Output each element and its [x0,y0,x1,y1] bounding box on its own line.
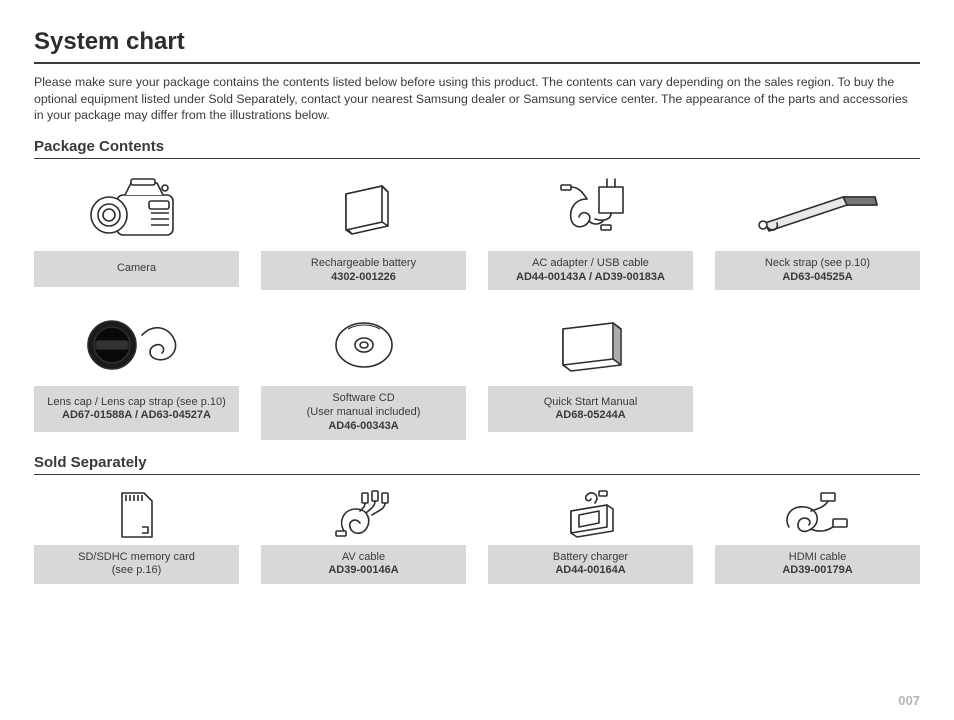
lens-cap-icon [82,304,192,386]
item-sd-card: SD/SDHC memory card (see p.16) [34,485,239,585]
item-hdmi-cable: HDMI cable AD39-00179A [715,485,920,585]
item-name-line2: (see p.16) [112,564,162,578]
av-cable-icon [324,485,404,545]
item-label: Rechargeable battery 4302-001226 [261,251,466,291]
item-name: Battery charger [553,551,628,565]
item-name: AC adapter / USB cable [532,257,649,271]
item-part: AD44-00164A [555,564,625,578]
item-camera: Camera [34,169,239,291]
item-battery: Rechargeable battery 4302-001226 [261,169,466,291]
item-ac-adapter: AC adapter / USB cable AD44-00143A / AD3… [488,169,693,291]
item-quick-start-manual: Quick Start Manual AD68-05244A [488,304,693,439]
package-contents-grid: Camera Rechargeable battery 4302-001226 [34,169,920,440]
item-label: Neck strap (see p.10) AD63-04525A [715,251,920,291]
item-part: AD68-05244A [555,409,625,423]
item-part: AD46-00343A [328,420,398,434]
item-part: AD63-04525A [782,271,852,285]
intro-text: Please make sure your package contains t… [34,74,920,124]
item-neck-strap: Neck strap (see p.10) AD63-04525A [715,169,920,291]
item-name: AV cable [342,551,385,565]
item-label: Software CD (User manual included) AD46-… [261,386,466,439]
item-label: Lens cap / Lens cap strap (see p.10) AD6… [34,386,239,432]
item-label: Quick Start Manual AD68-05244A [488,386,693,432]
battery-charger-icon [551,485,631,545]
item-name-line1: SD/SDHC memory card [78,551,195,565]
item-part: AD67-01588A / AD63-04527A [62,409,211,423]
manual-icon [551,304,631,386]
item-label: Battery charger AD44-00164A [488,545,693,585]
item-part: AD44-00143A / AD39-00183A [516,271,665,285]
item-name: HDMI cable [789,551,846,565]
item-av-cable: AV cable AD39-00146A [261,485,466,585]
item-name-line2: (User manual included) [307,406,421,420]
item-name: Camera [117,262,156,276]
item-part: AD39-00179A [782,564,852,578]
item-label: SD/SDHC memory card (see p.16) [34,545,239,585]
item-name: Neck strap (see p.10) [765,257,870,271]
sold-separately-grid: SD/SDHC memory card (see p.16) AV cabl [34,485,920,585]
item-label: HDMI cable AD39-00179A [715,545,920,585]
item-name-line1: Software CD [332,392,394,406]
item-name: Rechargeable battery [311,257,416,271]
item-part: 4302-001226 [331,271,396,285]
item-software-cd: Software CD (User manual included) AD46-… [261,304,466,439]
item-lens-cap: Lens cap / Lens cap strap (see p.10) AD6… [34,304,239,439]
sd-card-icon [112,485,162,545]
neck-strap-icon [753,169,883,251]
hdmi-cable-icon [773,485,863,545]
item-name: Quick Start Manual [544,396,638,410]
page-title: System chart [34,28,920,64]
camera-icon [87,169,187,251]
ac-adapter-icon [541,169,641,251]
battery-icon [332,169,396,251]
item-label: AV cable AD39-00146A [261,545,466,585]
item-part: AD39-00146A [328,564,398,578]
package-contents-heading: Package Contents [34,138,920,159]
item-name: Lens cap / Lens cap strap (see p.10) [47,396,226,410]
sold-separately-heading: Sold Separately [34,454,920,475]
page-number: 007 [898,693,920,708]
item-battery-charger: Battery charger AD44-00164A [488,485,693,585]
item-label: AC adapter / USB cable AD44-00143A / AD3… [488,251,693,291]
item-label: Camera [34,251,239,287]
cd-icon [328,304,400,386]
